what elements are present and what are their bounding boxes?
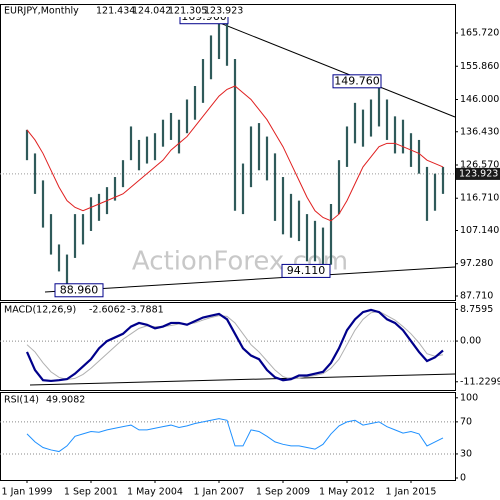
x-tick-label: 1 Sep 2001 <box>64 487 118 498</box>
x-tick-label: 1 Sep 2009 <box>256 487 310 498</box>
y-tick-label: 126.570 <box>460 159 499 170</box>
y-tick-label: 165.720 <box>460 28 499 39</box>
rsi-panel <box>0 392 456 481</box>
resistance-trendline <box>204 16 456 118</box>
x-tick-label: 1 Jan 2015 <box>386 487 437 498</box>
y-tick-label: 136.430 <box>460 126 499 137</box>
y-tick-label: 0.00 <box>460 336 481 347</box>
y-tick-label: 116.710 <box>460 193 499 204</box>
x-tick-label: 1 Jan 1999 <box>2 487 53 498</box>
y-tick-label: 107.140 <box>460 225 499 236</box>
y-tick-label: 30 <box>460 448 472 459</box>
current-value: 49.9082 <box>46 395 85 406</box>
price-panel <box>0 4 456 301</box>
header-value: 121.305 <box>168 6 207 17</box>
y-tick-label: 87.710 <box>460 290 493 301</box>
support-trendline <box>44 266 456 293</box>
x-tick-label: 1 May 2012 <box>319 487 375 498</box>
macd-panel <box>0 302 456 391</box>
annotation-box <box>281 263 331 278</box>
macd-trendline <box>29 373 456 386</box>
y-tick-label: -11.2299 <box>460 376 500 387</box>
line <box>25 308 444 383</box>
header-bg <box>1 5 251 17</box>
x-tick-label: 1 May 2004 <box>127 487 183 498</box>
current-value: -2.6062 <box>89 305 126 316</box>
annotation-label: 88.960 <box>60 283 99 296</box>
x-tick-label: 1 Jan 2007 <box>194 487 245 498</box>
last-price-label: 123.923 <box>459 168 498 179</box>
annotation-box <box>332 74 382 89</box>
panel-title: MACD(12,26,9) <box>4 305 76 316</box>
y-tick-label: 8.7595 <box>460 304 493 315</box>
line <box>26 310 444 380</box>
y-tick-label: 97.280 <box>460 258 493 269</box>
annotation-box <box>54 283 104 298</box>
header-value: 123.923 <box>204 6 243 17</box>
y-tick-label: 0 <box>460 472 466 483</box>
y-tick-label: 146.000 <box>460 94 499 105</box>
header-value: 121.434 <box>96 6 135 17</box>
y-tick-label: 70 <box>460 416 472 427</box>
chart-title: EURJPY,Monthly <box>4 6 79 17</box>
y-tick-label: 100 <box>460 392 478 403</box>
line <box>26 418 444 453</box>
panel-title: RSI(14) <box>4 395 39 406</box>
y-tick-label: 155.860 <box>460 61 499 72</box>
annotation-label: 94.110 <box>287 264 326 277</box>
current-value: -3.7881 <box>127 305 164 316</box>
last-price-box <box>456 167 500 180</box>
line <box>26 85 444 222</box>
header-value: 124.042 <box>132 6 171 17</box>
annotation-label: 149.760 <box>334 74 380 87</box>
